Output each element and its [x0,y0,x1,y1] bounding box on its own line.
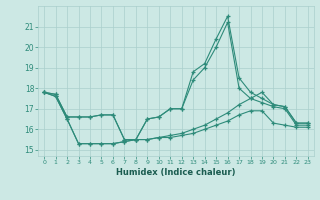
X-axis label: Humidex (Indice chaleur): Humidex (Indice chaleur) [116,168,236,177]
